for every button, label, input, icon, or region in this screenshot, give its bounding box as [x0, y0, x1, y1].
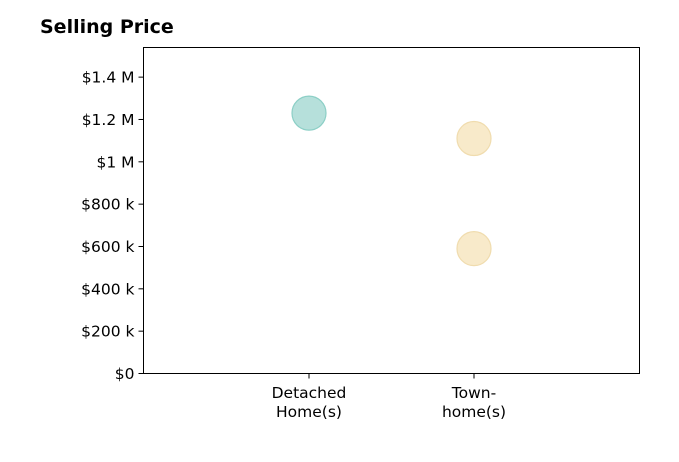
x-tick-label: home(s) — [442, 403, 506, 421]
x-tick-label: Detached — [272, 384, 347, 402]
chart-title: Selling Price — [40, 16, 174, 38]
x-tick-label: Home(s) — [276, 403, 342, 421]
plot-frame — [143, 47, 640, 374]
y-tick-label: $200 k — [81, 323, 134, 341]
y-axis: $0 $200 k $400 k $600 k $800 k $1 M $1.2 M $1.4… — [81, 69, 144, 383]
data-point — [456, 231, 492, 267]
y-tick-label: $800 k — [81, 196, 134, 214]
x-tick-label: Town- — [451, 384, 496, 402]
y-tick-label: $1.4 M — [82, 69, 135, 87]
data-points — [291, 95, 492, 267]
y-tick-label: $1 M — [96, 153, 134, 171]
y-tick-label: $0 — [115, 365, 135, 383]
y-tick-label: $1.2 M — [82, 111, 135, 129]
y-tick-label: $600 k — [81, 238, 134, 256]
data-point — [456, 120, 492, 157]
data-point — [291, 95, 327, 131]
y-tick-label: $400 k — [81, 280, 134, 298]
